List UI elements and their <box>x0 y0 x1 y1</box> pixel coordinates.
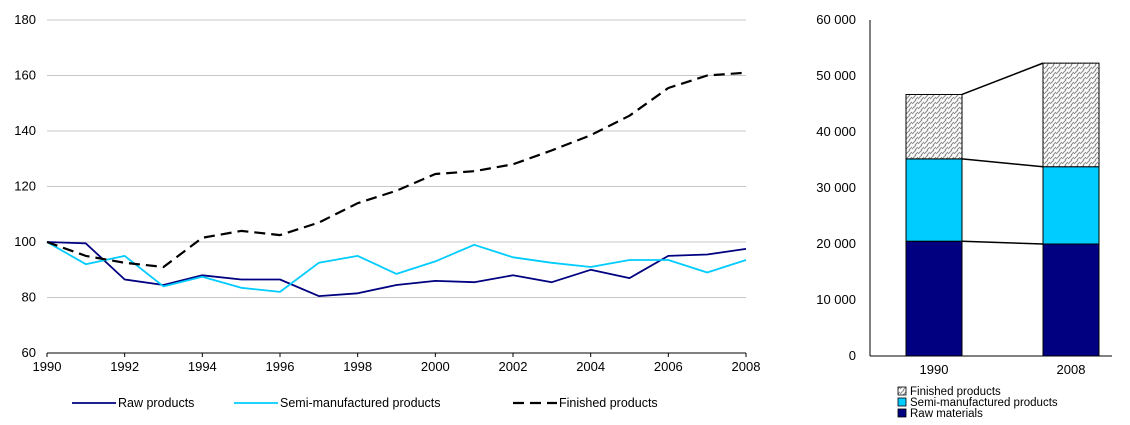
connector-line <box>961 158 1044 168</box>
x-tick-label: 2008 <box>732 359 761 374</box>
y-tick-label: 60 000 <box>816 12 856 27</box>
series-line-raw-products <box>46 241 747 298</box>
y-tick-label: 40 000 <box>816 124 856 139</box>
bar-segment-semi-manufactured-products <box>1042 166 1100 245</box>
y-tick-label: 140 <box>14 123 36 138</box>
bar-segment-raw-materials <box>905 240 963 357</box>
x-tick-label: 1990 <box>920 362 949 377</box>
x-tick-label: 1994 <box>188 359 217 374</box>
y-tick-label: 120 <box>14 179 36 194</box>
x-tick-label: 2008 <box>1057 362 1086 377</box>
legend-label: Finished products <box>559 396 658 410</box>
series-line-finished-products <box>46 71 747 269</box>
x-tick-label: 2002 <box>499 359 528 374</box>
stacked-bar-chart: 0 10 000 20 000 30 000 40 000 50 000 60 000 199… <box>816 12 1112 420</box>
x-tick-label: 2000 <box>421 359 450 374</box>
y-tick-label: 0 <box>849 348 856 363</box>
legend-label: Semi-manufactured products <box>910 397 1058 409</box>
legend-swatch <box>897 386 907 396</box>
x-tick-label: 1992 <box>110 359 139 374</box>
legend-swatch <box>897 408 907 418</box>
connector-line <box>961 62 1044 96</box>
x-tick-label: 1996 <box>266 359 295 374</box>
connector-line <box>961 240 1044 245</box>
y-tick-label: 20 000 <box>816 236 856 251</box>
y-tick-label: 50 000 <box>816 68 856 83</box>
series-line-semi-manufactured-products <box>46 241 747 293</box>
legend-label: Raw materials <box>910 408 983 420</box>
bar-segment-finished-products <box>1042 62 1100 168</box>
y-tick-label: 80 <box>22 290 36 305</box>
y-tick-label: 160 <box>14 68 36 83</box>
y-tick-label: 30 000 <box>816 180 856 195</box>
legend-swatch <box>897 397 907 407</box>
y-tick-label: 60 <box>22 345 36 360</box>
y-tick-label: 10 000 <box>816 292 856 307</box>
legend-label: Finished products <box>910 386 1001 398</box>
line-chart: 60 80 100 120 140 160 180 1990 1992 1994 1996 1998 2… <box>14 12 760 410</box>
legend-label: Semi-manufactured products <box>280 396 441 410</box>
legend-label: Raw products <box>118 396 194 410</box>
bar-segment-raw-materials <box>1042 243 1100 357</box>
bar-segment-finished-products <box>905 93 963 160</box>
x-tick-label: 2006 <box>654 359 683 374</box>
x-tick-label: 1990 <box>33 359 62 374</box>
y-tick-label: 100 <box>14 234 36 249</box>
bar-segment-semi-manufactured-products <box>905 158 963 242</box>
y-tick-label: 180 <box>14 12 36 27</box>
x-tick-label: 2004 <box>576 359 605 374</box>
x-tick-label: 1998 <box>343 359 372 374</box>
